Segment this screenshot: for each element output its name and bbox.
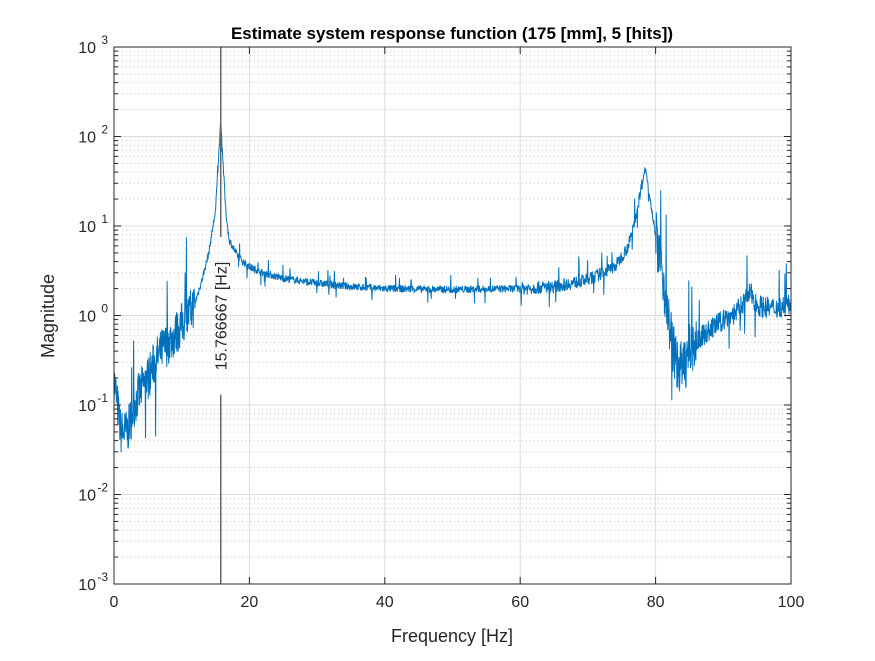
y-tick-exponent: 2: [101, 123, 108, 137]
y-tick-label: 10: [78, 398, 96, 415]
y-axis-label: Magnitude: [38, 274, 58, 358]
y-tick-exponent: 1: [101, 212, 108, 226]
peak-annotation: 15.766667 [Hz]: [214, 47, 231, 584]
x-tick-label: 60: [511, 594, 529, 611]
y-tick-exponent: -3: [97, 570, 108, 584]
axes: 10 -310 -210 -110 010 110 210 30 20 40 60 80 100: [78, 33, 804, 611]
y-tick-label: 10: [78, 309, 96, 326]
y-tick-exponent: -1: [97, 391, 108, 405]
y-tick-exponent: 3: [101, 33, 108, 47]
y-tick-label: 10: [78, 40, 96, 57]
series-line: [113, 120, 792, 453]
x-tick-label: 100: [778, 594, 805, 611]
y-tick-label: 10: [78, 577, 96, 594]
chart-title: Estimate system response function (175 […: [231, 24, 673, 43]
y-tick-exponent: -2: [97, 481, 108, 495]
axes-box: [113, 46, 792, 585]
y-tick-label: 10: [78, 219, 96, 236]
x-tick-label: 40: [376, 594, 394, 611]
x-tick-label: 80: [647, 594, 665, 611]
x-tick-label: 0: [110, 594, 119, 611]
peak-frequency-label: 15.766667 [Hz]: [214, 262, 231, 371]
grid: [113, 46, 792, 585]
x-tick-label: 20: [241, 594, 259, 611]
series-line-path: [113, 120, 792, 453]
y-tick-label: 10: [78, 130, 96, 147]
x-axis-label: Frequency [Hz]: [391, 626, 513, 646]
y-tick-exponent: 0: [101, 302, 108, 316]
y-tick-label: 10: [78, 488, 96, 505]
